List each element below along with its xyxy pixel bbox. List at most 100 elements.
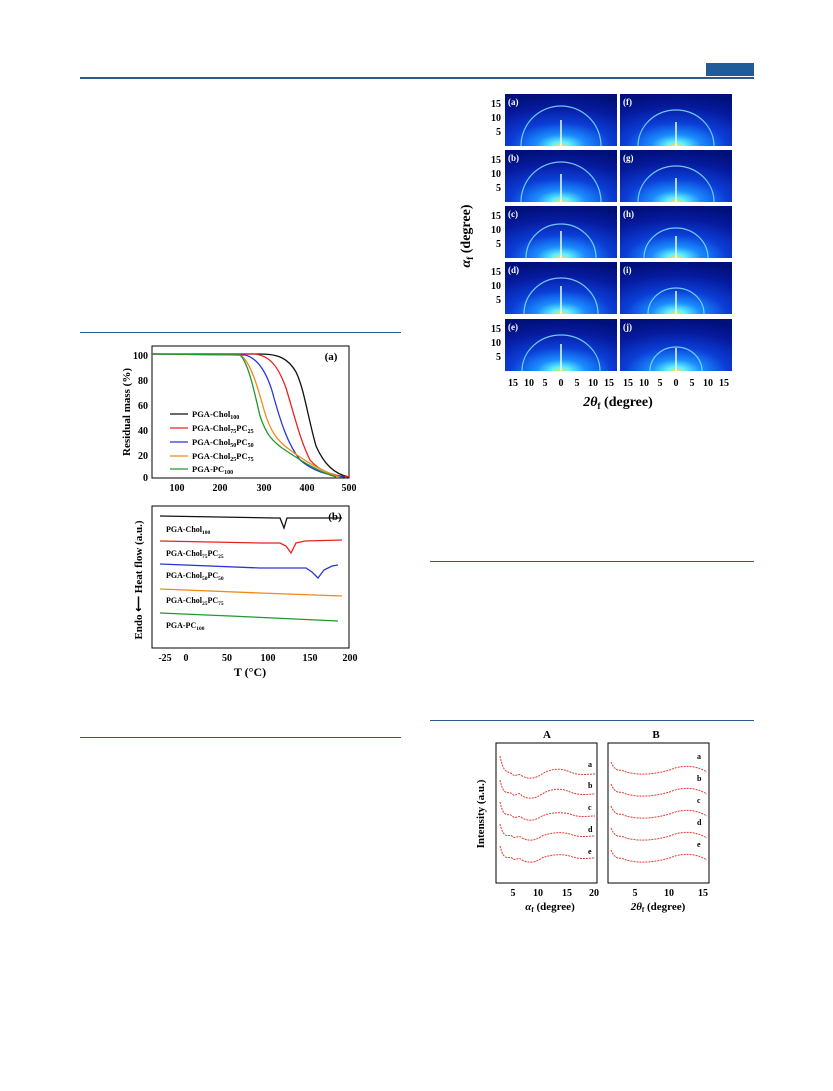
profile-x-axis-label-b: 2θf (degree) [630,901,686,914]
curve-letter: c [697,796,701,805]
gisaxs-xtick: 10 [524,378,534,389]
tga-panel-label: (a) [325,351,338,363]
profile-xtick: 5 [633,888,638,899]
gisaxs-panel-labels: (a) (f) (b) (g) (c) (h) (d) (i) (e) (j) [508,97,634,332]
gisaxs-ytick: 15 [491,155,501,166]
tga-ytick: 20 [138,451,148,462]
gisaxs-ytick: 10 [491,281,501,292]
gisaxs-x-ticks: 15 10 5 0 5 10 15 15 10 5 0 5 10 15 [508,378,729,389]
ring [637,165,715,203]
profile-curve [610,849,708,863]
dsc-xtick: 0 [184,653,189,664]
curve-letter: a [697,752,701,761]
tga-xtick: 400 [300,483,315,494]
gisaxs-xtick: 15 [508,378,518,389]
profile-title-a: A [543,729,551,741]
profile-curve [610,783,708,797]
dsc-xtick: 150 [303,653,318,664]
tga-legend: PGA-Chol100 PGA-Chol75PC25 PGA-Chol50PC5… [170,409,254,476]
dsc-curve-label: PGA-Chol50PC50 [166,571,224,582]
curve-letter: d [697,818,702,827]
gisaxs-panel-label: (b) [508,153,519,163]
tga-x-ticks: 100 200 300 400 500 [170,483,357,494]
profile-xtick: 15 [698,888,708,899]
tga-curve-chol25pc75 [151,353,341,478]
tga-xtick: 100 [170,483,185,494]
dsc-xtick: 50 [222,653,232,664]
tga-xtick: 300 [257,483,272,494]
gisaxs-panel-label: (d) [508,265,519,275]
page-corner-tab [706,63,754,76]
gisaxs-xtick: 5 [658,378,663,389]
tga-ytick: 40 [138,426,148,437]
dsc-curve-label: PGA-Chol100 [166,525,211,536]
profile-curve [499,801,596,821]
gisaxs-panel-label: (f) [623,97,632,107]
profile-xtick: 10 [664,888,674,899]
gisaxs-panel-label: (j) [623,322,632,332]
dsc-curve-labels: PGA-Chol100 PGA-Chol75PC25 PGA-Chol50PC5… [166,525,224,632]
ring [647,287,705,315]
gisaxs-xtick: 10 [639,378,649,389]
gisaxs-xtick: 0 [674,378,679,389]
ring [525,223,597,259]
tga-y-ticks: 100 80 60 40 20 0 [133,351,148,484]
tga-ytick: 60 [138,401,148,412]
gisaxs-ytick: 10 [491,169,501,180]
gisaxs-ytick: 10 [491,225,501,236]
dsc-x-axis-label: T (°C) [234,665,266,679]
gisaxs-xtick: 10 [703,378,713,389]
tga-plot-frame [151,345,350,479]
dsc-curve-label: PGA-PC100 [166,621,205,632]
dsc-x-ticks: -25 0 50 100 150 200 [158,653,357,664]
tga-y-axis-label: Residual mass (%) [121,368,133,456]
curve-letter: d [588,825,593,834]
profile-xtick: 15 [562,888,572,899]
gisaxs-ytick: 5 [496,352,501,363]
profile-curves-b [610,761,708,863]
ring [521,334,601,372]
dsc-curve-label: PGA-Chol25PC75 [166,596,224,607]
tga-ytick: 100 [133,351,148,362]
gisaxs-panel-label: (g) [623,153,634,163]
gisaxs-ytick: 5 [496,127,501,138]
dsc-curve-chol50pc50 [159,563,339,579]
dsc-curve-chol100 [159,515,342,530]
gisaxs-xtick: 5 [690,378,695,389]
gisaxs-ytick: 5 [496,295,501,306]
gisaxs-xtick: 10 [588,378,598,389]
ring [520,161,602,203]
section-rule-right-2 [430,720,754,721]
header-rule [80,77,754,79]
curve-letter: a [588,760,592,769]
tga-curve-chol100 [152,353,350,478]
dsc-xtick: -25 [158,653,171,664]
curve-letter: b [588,781,593,790]
gisaxs-ytick: 15 [491,267,501,278]
profile-x-ticks-a: 5 10 15 20 [511,888,600,899]
dsc-curve-chol75pc25 [159,539,343,555]
profile-xtick: 10 [533,888,543,899]
profile-curve [610,805,708,819]
gisaxs-panel-label: (c) [508,209,518,219]
legend-label: PGA-Chol25PC75 [192,451,254,463]
curve-letter: e [588,847,592,856]
tga-dsc-figure: (a) 100 80 60 40 20 0 100 200 300 400 50… [121,345,358,679]
profile-title-b: B [652,729,660,741]
gisaxs-ytick: 15 [491,99,501,110]
figure-top-rule-left [80,332,401,333]
gisaxs-y-ticks: 15 10 5 15 10 5 15 10 5 15 10 5 15 10 5 [491,99,501,363]
dsc-xtick: 100 [261,653,276,664]
curve-letter: c [588,803,592,812]
legend-label: PGA-Chol75PC25 [192,423,254,435]
curve-letter: e [697,840,701,849]
gisaxs-xtick: 15 [719,378,729,389]
gisaxs-rings [520,105,715,372]
dsc-curve-pc100 [159,612,339,622]
gisaxs-ytick: 10 [491,338,501,349]
gisaxs-ytick: 5 [496,239,501,250]
tga-curve-pc100 [151,353,337,478]
profile-x-ticks-b: 5 10 15 [633,888,709,899]
profile-figure: A B a b c d e a b c d e 5 10 15 20 5 10 … [475,729,710,914]
gisaxs-xtick: 5 [543,378,548,389]
